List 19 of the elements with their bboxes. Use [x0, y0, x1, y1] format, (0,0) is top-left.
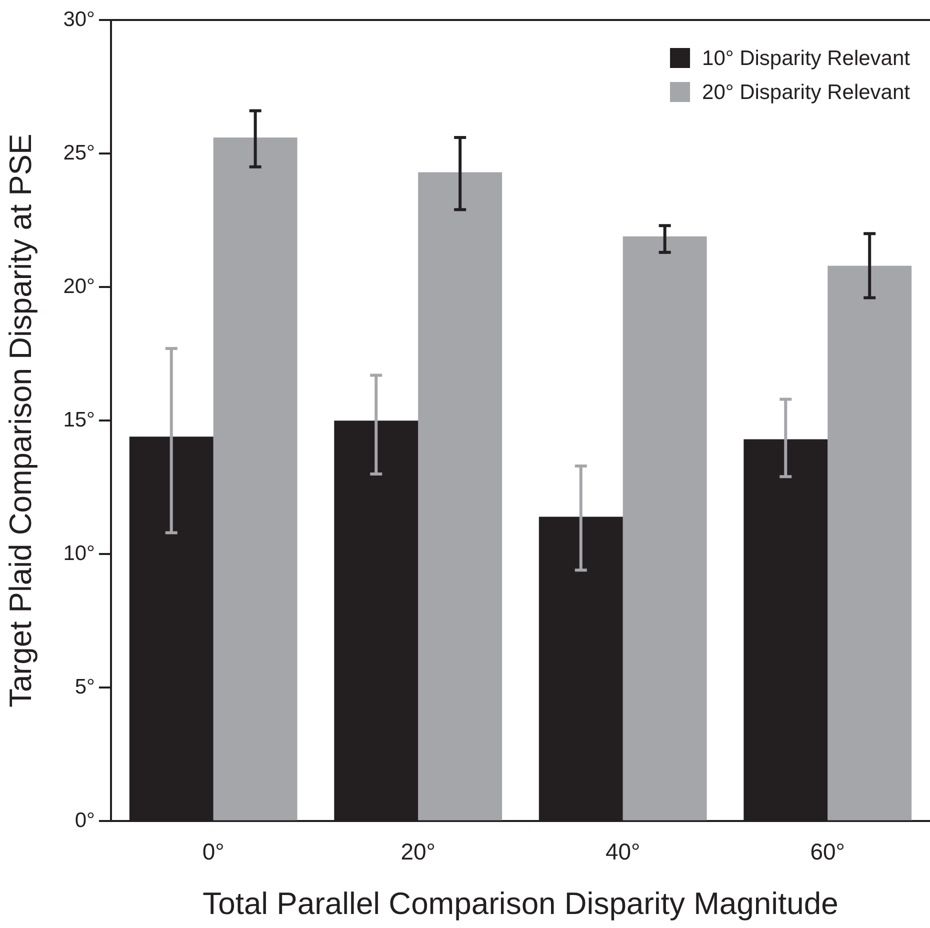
- y-axis-title: Target Plaid Comparison Disparity at PSE: [3, 134, 38, 708]
- y-tick-label: 30°: [63, 8, 95, 31]
- bar: [622, 236, 707, 820]
- x-tick-label: 20°: [400, 838, 436, 864]
- y-tick-label: 10°: [63, 542, 95, 565]
- legend-label: 20° Disparity Relevant: [702, 80, 910, 104]
- y-tick-label: 20°: [63, 274, 95, 298]
- bar: [828, 266, 912, 820]
- x-tick-label: 0°: [202, 838, 224, 864]
- y-tick-label: 0°: [74, 808, 95, 832]
- bar: [418, 172, 502, 820]
- x-tick-label: 60°: [810, 838, 846, 864]
- legend-label: 10° Disparity Relevant: [702, 46, 910, 70]
- x-tick-label: 40°: [605, 838, 640, 864]
- bar: [213, 138, 298, 820]
- y-tick-label: 15°: [63, 408, 95, 432]
- y-tick-label: 5°: [74, 675, 95, 698]
- x-axis-title: Total Parallel Comparison Disparity Magnitude: [202, 886, 838, 921]
- y-tick-label: 25°: [63, 141, 95, 164]
